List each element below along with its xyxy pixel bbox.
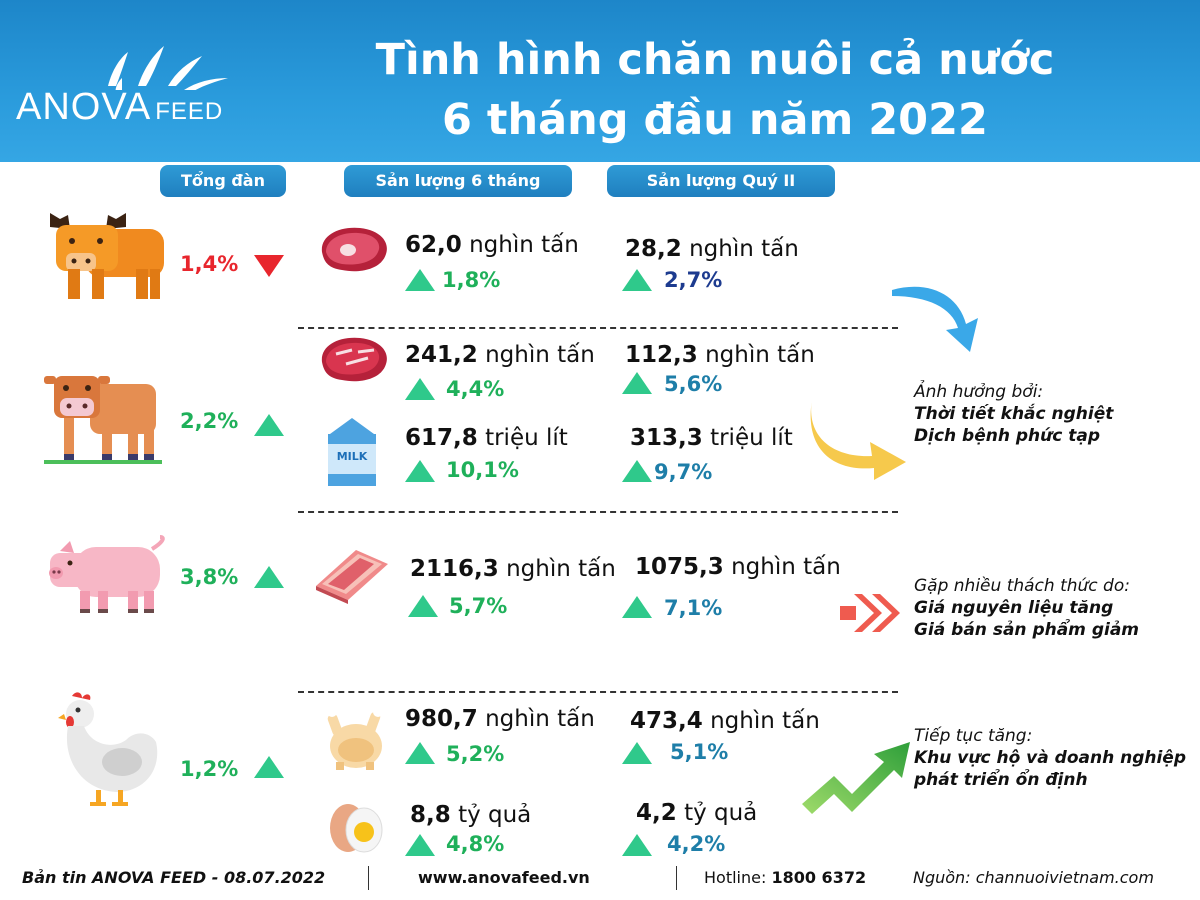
cow-icon xyxy=(44,376,162,464)
cattle-meat-six-pct: 4,4% xyxy=(446,377,505,401)
trend-up-icon xyxy=(622,460,652,482)
sun-rays-icon xyxy=(108,46,228,98)
trend-up-icon xyxy=(405,460,435,482)
anova-logo: ANOVA FEED xyxy=(16,40,256,130)
title-line1: Tình hình chăn nuôi cả nước xyxy=(375,35,1055,85)
cattle-milk-q2-pct: 9,7% xyxy=(654,460,713,484)
trend-down-icon xyxy=(254,255,284,277)
trend-up-icon xyxy=(622,596,652,618)
buffalo-meat-q2-value: 28,2 nghìn tấn xyxy=(625,236,799,262)
cattle-herd-pct: 2,2% xyxy=(180,409,239,433)
poultry-meat-six-pct: 5,2% xyxy=(446,742,505,766)
buffalo-meat-six-value: 62,0 nghìn tấn xyxy=(405,232,579,258)
row-divider xyxy=(298,327,898,329)
trend-up-icon xyxy=(405,742,435,764)
growth-arrow-icon xyxy=(802,742,910,814)
buffalo-meat-six-pct: 1,8% xyxy=(442,268,501,292)
logo-wordmark: ANOVA FEED xyxy=(16,86,224,128)
pig-meat-q2-pct: 7,1% xyxy=(664,596,723,620)
chicken-icon xyxy=(58,692,158,806)
trend-up-icon xyxy=(622,269,652,291)
col-head-six-month: Sản lượng 6 tháng xyxy=(344,165,572,197)
buffalo-icon xyxy=(50,213,164,299)
buffalo-meat-icon xyxy=(321,227,387,272)
cattle-meat-q2-pct: 5,6% xyxy=(664,372,723,396)
col-head-herd: Tổng đàn xyxy=(160,165,286,197)
cattle-milk-q2-value: 313,3 triệu lít xyxy=(630,425,793,451)
blue-curved-arrow-icon xyxy=(892,286,978,352)
footer-separator xyxy=(368,866,369,890)
egg-icon xyxy=(330,804,383,853)
footer-separator xyxy=(676,866,677,890)
trend-up-icon xyxy=(622,834,652,856)
header-banner: ANOVA FEED Tình hình chăn nuôi cả nước 6 … xyxy=(0,0,1200,162)
trend-up-icon xyxy=(405,378,435,400)
footer-hotline: Hotline: 1800 6372 xyxy=(704,868,867,887)
note-growth: Tiếp tục tăng: Khu vực hộ và doanh nghiệ… xyxy=(914,726,1186,790)
footer-website[interactable]: www.anovafeed.vn xyxy=(418,868,590,887)
poultry-egg-six-pct: 4,8% xyxy=(446,832,505,856)
col-head-q2: Sản lượng Quý II xyxy=(607,165,835,197)
trend-up-icon xyxy=(622,742,652,764)
cattle-meat-six-value: 241,2 nghìn tấn xyxy=(405,342,595,368)
roast-chicken-icon xyxy=(327,707,383,770)
poultry-egg-q2-pct: 4,2% xyxy=(667,832,726,856)
trend-up-icon xyxy=(408,595,438,617)
cattle-milk-six-pct: 10,1% xyxy=(446,458,519,482)
row-divider xyxy=(298,691,898,693)
trend-up-icon xyxy=(405,269,435,291)
row-divider xyxy=(298,511,898,513)
pork-belly-icon xyxy=(316,550,388,604)
footer-source: Nguồn: channuoivietnam.com xyxy=(913,868,1154,887)
poultry-meat-q2-pct: 5,1% xyxy=(670,740,729,764)
poultry-meat-six-value: 980,7 nghìn tấn xyxy=(405,706,595,732)
trend-up-icon xyxy=(254,756,284,778)
buffalo-herd-pct: 1,4% xyxy=(180,252,239,276)
cattle-meat-q2-value: 112,3 nghìn tấn xyxy=(625,342,815,368)
trend-up-icon xyxy=(622,372,652,394)
footer-bulletin: Bản tin ANOVA FEED - 08.07.2022 xyxy=(22,868,326,887)
trend-up-icon xyxy=(254,566,284,588)
poultry-egg-six-value: 8,8 tỷ quả xyxy=(410,802,532,828)
double-chevron-arrow-icon xyxy=(840,594,900,632)
pig-meat-six-value: 2116,3 nghìn tấn xyxy=(410,556,616,582)
buffalo-meat-q2-pct: 2,7% xyxy=(664,268,723,292)
milk-label: MILK xyxy=(337,450,368,463)
beef-icon xyxy=(321,337,387,382)
yellow-curved-arrow-icon xyxy=(810,400,906,480)
note-challenges: Gặp nhiều thách thức do: Giá nguyên liệu… xyxy=(914,576,1140,640)
pig-meat-six-pct: 5,7% xyxy=(449,594,508,618)
trend-up-icon xyxy=(405,834,435,856)
cattle-milk-six-value: 617,8 triệu lít xyxy=(405,425,568,451)
title-line2: 6 tháng đầu năm 2022 xyxy=(442,95,988,145)
poultry-herd-pct: 1,2% xyxy=(180,757,239,781)
pig-icon xyxy=(49,535,165,613)
pig-herd-pct: 3,8% xyxy=(180,565,239,589)
poultry-meat-q2-value: 473,4 nghìn tấn xyxy=(630,708,820,734)
trend-up-icon xyxy=(254,414,284,436)
note-weather: Ảnh hưởng bởi: Thời tiết khắc nghiệt Dịc… xyxy=(914,382,1114,446)
page-title: Tình hình chăn nuôi cả nước 6 tháng đầu … xyxy=(290,30,1140,150)
milk-carton-icon: MILK xyxy=(328,418,376,486)
poultry-egg-q2-value: 4,2 tỷ quả xyxy=(636,800,758,826)
pig-meat-q2-value: 1075,3 nghìn tấn xyxy=(635,554,841,580)
